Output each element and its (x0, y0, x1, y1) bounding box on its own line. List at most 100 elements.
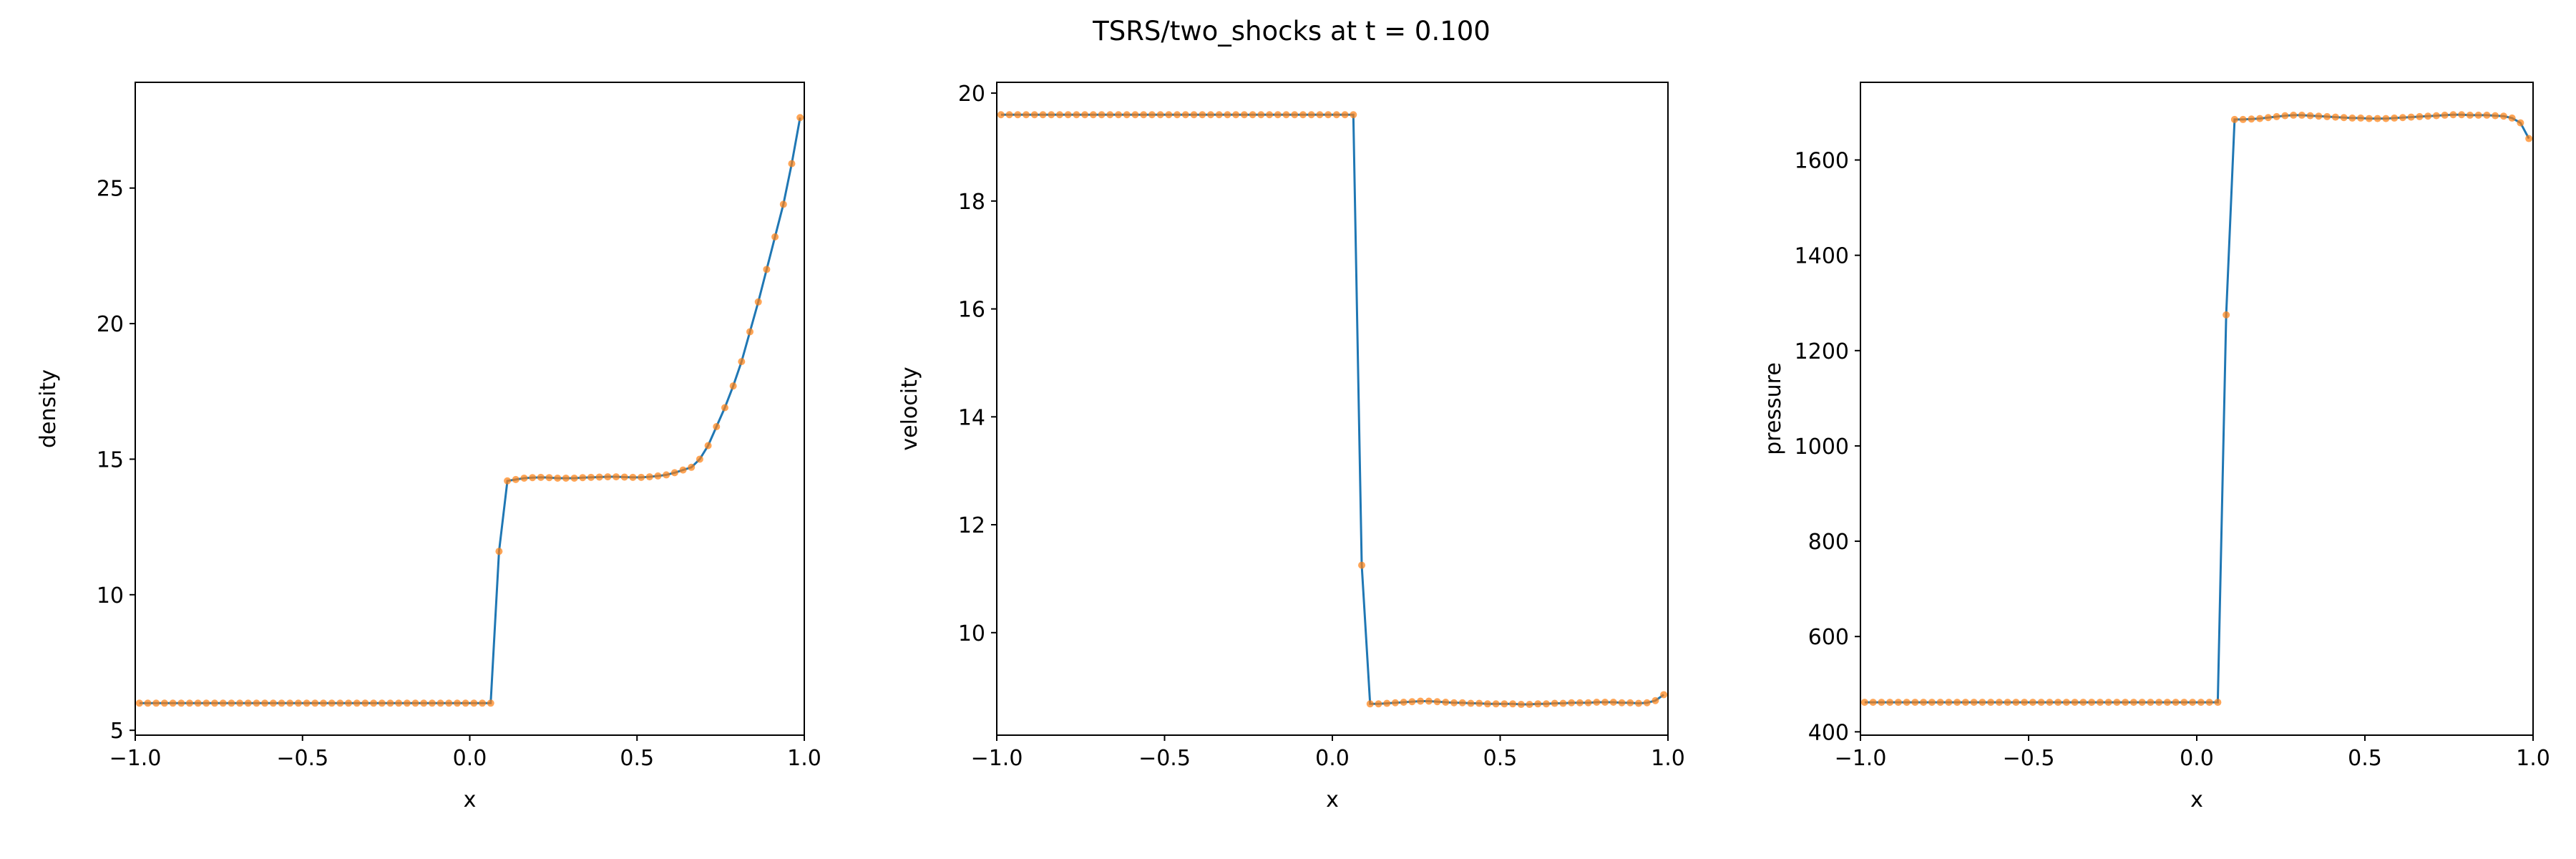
data-point (2323, 112, 2331, 120)
data-point (2508, 114, 2516, 122)
data-point (1542, 700, 1550, 708)
data-point (303, 699, 311, 707)
data-point (2441, 111, 2449, 119)
x-axis-label: x (1326, 787, 1339, 812)
data-point (1920, 699, 1928, 707)
x-tick-label: 0.0 (453, 746, 487, 771)
data-point (721, 404, 728, 412)
data-point (2357, 114, 2365, 122)
data-point (1400, 699, 1407, 707)
data-point (135, 699, 143, 707)
data-point (688, 463, 696, 471)
data-point (1660, 691, 1668, 699)
data-point (2029, 699, 2036, 707)
x-tick-label: −1.0 (971, 746, 1023, 771)
data-point (1652, 697, 1659, 704)
data-point (2147, 699, 2155, 707)
data-point (1383, 699, 1391, 707)
y-tick-label: 15 (97, 447, 124, 472)
data-point (1081, 111, 1089, 119)
figure-title: TSRS/two_shocks at t = 0.100 (1092, 16, 1491, 47)
data-point (386, 699, 394, 707)
data-point (1131, 111, 1139, 119)
data-point (2138, 699, 2146, 707)
data-point (1391, 699, 1399, 707)
x-tick-label: −0.5 (1138, 746, 1191, 771)
data-point (219, 699, 227, 707)
axes-frame (996, 82, 1669, 736)
data-point (2239, 115, 2247, 123)
data-point (579, 474, 587, 482)
data-point (2466, 111, 2474, 119)
data-point (2129, 699, 2137, 707)
data-point (663, 471, 670, 479)
data-point (771, 233, 779, 241)
data-point (1467, 699, 1475, 707)
data-point (1584, 699, 1592, 707)
data-point (211, 699, 219, 707)
data-point (1048, 111, 1055, 119)
data-line (1864, 113, 2530, 704)
data-point (512, 475, 519, 483)
data-point (1291, 111, 1299, 119)
data-point (2306, 112, 2314, 120)
data-point (1089, 111, 1097, 119)
data-point (1626, 699, 1634, 707)
data-point (144, 699, 152, 707)
data-point (2163, 699, 2171, 707)
data-point (2248, 115, 2255, 123)
data-point (2096, 699, 2104, 707)
data-point (1014, 111, 1022, 119)
subplot: −1.0 −0.5 0.0 0.5 1.0 5 10 15 20 25 x density (36, 82, 821, 812)
data-point (453, 699, 461, 707)
data-point (353, 699, 361, 707)
data-point (2079, 699, 2087, 707)
data-point (1458, 699, 1466, 707)
data-point (1526, 701, 1533, 709)
data-point (1316, 111, 1324, 119)
data-point (1307, 111, 1315, 119)
data-point (1240, 111, 1248, 119)
data-point (1501, 700, 1508, 708)
data-point (361, 699, 369, 707)
data-point (2365, 115, 2373, 122)
x-tick-label: 1.0 (1651, 746, 1685, 771)
x-tick-label: 1.0 (787, 746, 821, 771)
data-point (1023, 111, 1030, 119)
data-point (1534, 700, 1542, 708)
data-point (2315, 112, 2323, 120)
data-point (286, 699, 294, 707)
y-tick-label: 600 (1808, 625, 1849, 650)
data-point (1475, 699, 1483, 707)
data-point (1568, 699, 1576, 707)
data-point (763, 266, 771, 273)
data-point (1618, 699, 1626, 707)
data-point (1987, 699, 1995, 707)
data-point (554, 474, 562, 482)
data-point (261, 699, 269, 707)
data-point (570, 474, 578, 482)
data-point (2416, 112, 2424, 120)
data-point (2046, 699, 2054, 707)
data-point (1953, 699, 1961, 707)
data-point (1970, 699, 1978, 707)
data-point (2281, 112, 2289, 120)
data-point (2197, 699, 2205, 707)
data-point (1299, 111, 1307, 119)
data-point (2071, 699, 2079, 707)
y-tick-label: 800 (1808, 530, 1849, 555)
data-point (1509, 700, 1517, 708)
data-point (1860, 699, 1868, 707)
data-point (2499, 112, 2507, 120)
data-point (587, 473, 595, 481)
data-point (738, 358, 746, 366)
x-tick-label: 0.5 (620, 746, 654, 771)
data-point (2256, 115, 2264, 122)
y-tick-label: 14 (958, 405, 985, 430)
data-point (411, 699, 419, 707)
x-tick-label: 0.5 (2348, 746, 2382, 771)
data-point (595, 473, 603, 481)
data-point (378, 699, 386, 707)
data-point (2424, 112, 2432, 120)
data-point (1408, 698, 1416, 706)
